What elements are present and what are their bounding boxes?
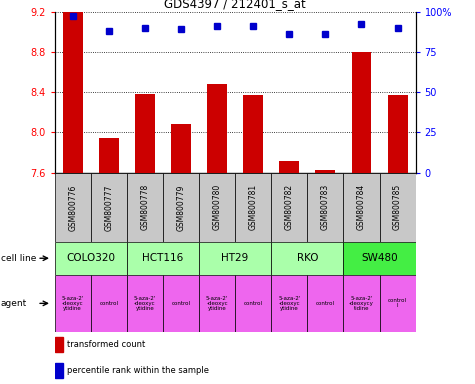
Text: GSM800777: GSM800777 <box>104 184 113 230</box>
Bar <box>199 242 271 275</box>
Bar <box>127 242 199 275</box>
Text: control: control <box>244 301 263 306</box>
Text: control: control <box>316 301 335 306</box>
Bar <box>307 275 343 332</box>
Bar <box>207 84 227 173</box>
Bar <box>271 275 307 332</box>
Bar <box>343 242 416 275</box>
Bar <box>235 173 271 242</box>
Text: GSM800785: GSM800785 <box>393 184 402 230</box>
Text: HCT116: HCT116 <box>142 253 183 263</box>
Bar <box>352 52 371 173</box>
Bar <box>127 173 163 242</box>
Text: GSM800784: GSM800784 <box>357 184 366 230</box>
Bar <box>388 95 408 173</box>
Text: GSM800780: GSM800780 <box>213 184 221 230</box>
Bar <box>271 173 307 242</box>
Bar <box>199 173 235 242</box>
Bar <box>199 275 235 332</box>
Text: cell line: cell line <box>1 254 36 263</box>
Text: 5-aza-2'
-deoxyc
ytidine: 5-aza-2' -deoxyc ytidine <box>278 296 301 311</box>
Bar <box>55 242 127 275</box>
Title: GDS4397 / 212401_s_at: GDS4397 / 212401_s_at <box>164 0 306 10</box>
Bar <box>55 173 91 242</box>
Bar <box>271 242 343 275</box>
Text: GSM800781: GSM800781 <box>249 184 257 230</box>
Bar <box>127 275 163 332</box>
Text: HT29: HT29 <box>221 253 249 263</box>
Bar <box>99 137 119 173</box>
Bar <box>55 275 91 332</box>
Bar <box>343 173 380 242</box>
Text: GSM800779: GSM800779 <box>177 184 185 230</box>
Bar <box>243 95 263 173</box>
Bar <box>91 275 127 332</box>
Text: COLO320: COLO320 <box>66 253 115 263</box>
Bar <box>380 275 416 332</box>
Bar <box>307 173 343 242</box>
Bar <box>91 173 127 242</box>
Bar <box>55 338 63 352</box>
Bar <box>315 170 335 173</box>
Text: 5-aza-2'
-deoxyc
ytidine: 5-aza-2' -deoxyc ytidine <box>61 296 84 311</box>
Bar <box>163 173 199 242</box>
Bar <box>343 275 380 332</box>
Bar <box>163 275 199 332</box>
Bar <box>235 275 271 332</box>
Bar <box>135 94 155 173</box>
Bar <box>55 363 63 378</box>
Text: 5-aza-2'
-deoxyc
ytidine: 5-aza-2' -deoxyc ytidine <box>206 296 228 311</box>
Text: GSM800778: GSM800778 <box>141 184 149 230</box>
Text: GSM800783: GSM800783 <box>321 184 330 230</box>
Text: RKO: RKO <box>296 253 318 263</box>
Text: GSM800776: GSM800776 <box>68 184 77 230</box>
Bar <box>63 12 83 173</box>
Text: 5-aza-2'
-deoxyc
ytidine: 5-aza-2' -deoxyc ytidine <box>133 296 156 311</box>
Bar <box>279 161 299 173</box>
Text: transformed count: transformed count <box>67 340 145 349</box>
Text: agent: agent <box>1 299 27 308</box>
Text: SW480: SW480 <box>361 253 398 263</box>
Bar <box>171 124 191 173</box>
Text: GSM800782: GSM800782 <box>285 184 294 230</box>
Text: 5-aza-2'
-deoxycy
tidine: 5-aza-2' -deoxycy tidine <box>349 296 374 311</box>
Text: control
l: control l <box>388 298 407 308</box>
Text: control: control <box>171 301 190 306</box>
Text: control: control <box>99 301 118 306</box>
Text: percentile rank within the sample: percentile rank within the sample <box>67 366 209 375</box>
Bar <box>380 173 416 242</box>
